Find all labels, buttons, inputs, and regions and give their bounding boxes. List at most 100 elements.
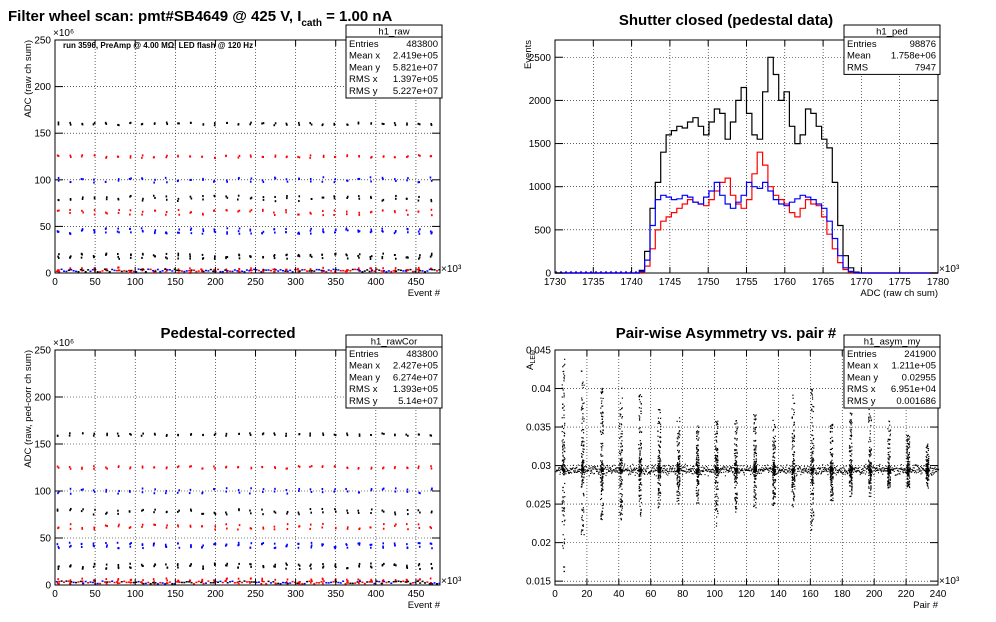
scatter-point	[92, 513, 95, 516]
scatter-point	[715, 448, 717, 450]
scatter-point	[393, 210, 396, 213]
scatter-point	[823, 468, 825, 470]
scatter-point	[249, 255, 252, 258]
scatter-point	[715, 468, 718, 470]
scatter-point	[774, 478, 776, 481]
scatter-point	[834, 467, 836, 469]
scatter-point	[57, 269, 59, 272]
scatter-point	[696, 468, 698, 470]
scatter-point	[657, 417, 659, 419]
scatter-point	[659, 471, 661, 474]
scatter-point	[583, 420, 585, 422]
scatter-point	[696, 450, 699, 453]
scatter-point	[830, 483, 833, 486]
scatter-point	[696, 470, 698, 472]
scatter-point	[930, 473, 932, 475]
scatter-point	[811, 483, 814, 485]
scatter-point	[406, 123, 408, 126]
scatter-point	[130, 270, 132, 273]
scatter-point	[583, 511, 585, 513]
scatter-point	[930, 467, 932, 469]
scatter-point	[828, 470, 830, 472]
x-tick-label: 1755	[735, 277, 758, 288]
scatter-point	[562, 464, 564, 466]
scatter-point	[58, 565, 60, 568]
scatter-point	[638, 486, 640, 488]
scatter-point	[780, 470, 782, 472]
scatter-point	[781, 469, 783, 471]
scatter-point	[166, 524, 168, 527]
scatter-point	[717, 481, 719, 484]
scatter-point	[601, 479, 604, 482]
scatter-point	[226, 581, 229, 584]
scatter-point	[346, 466, 348, 469]
scatter-point	[734, 449, 736, 451]
scatter-point	[753, 449, 755, 451]
scatter-point	[695, 459, 697, 461]
scatter-point	[640, 459, 642, 461]
scatter-point	[69, 582, 71, 585]
scatter-point	[786, 469, 788, 471]
scatter-point	[564, 422, 566, 424]
scatter-point	[562, 472, 564, 475]
scatter-point	[830, 473, 832, 475]
scatter-point	[346, 269, 349, 271]
scatter-point	[682, 466, 684, 468]
scatter-point	[310, 490, 313, 493]
scatter-point	[754, 430, 756, 432]
scatter-point	[370, 512, 372, 515]
scatter-point	[829, 437, 832, 440]
scatter-point	[607, 466, 609, 468]
scatter-point	[751, 470, 753, 472]
scatter-point	[737, 470, 739, 472]
scatter-point	[600, 391, 602, 393]
scatter-point	[564, 447, 566, 449]
scatter-point	[154, 122, 156, 125]
scatter-point	[653, 465, 655, 468]
scatter-point	[620, 468, 622, 471]
scatter-point	[130, 542, 132, 545]
x-axis-exponent: ×10³	[441, 264, 462, 275]
scatter-point	[774, 435, 776, 437]
scatter-point	[622, 467, 624, 469]
scatter-point	[269, 582, 272, 584]
scatter-point	[678, 463, 681, 465]
scatter-point	[180, 270, 183, 272]
scatter-point	[794, 469, 796, 471]
scatter-point	[715, 472, 717, 474]
scatter-point	[594, 466, 597, 468]
scatter-point	[634, 474, 636, 476]
scatter-point	[601, 480, 603, 482]
scatter-point	[789, 472, 791, 474]
scatter-point	[679, 430, 681, 432]
scatter-point	[190, 178, 192, 181]
scatter-point	[81, 577, 83, 580]
scatter-point	[358, 543, 361, 546]
scatter-point	[601, 443, 603, 445]
scatter-point	[578, 470, 580, 472]
scatter-point	[248, 580, 251, 583]
scatter-point	[897, 470, 900, 472]
y-tick-label: 100	[34, 175, 51, 186]
scatter-point	[640, 475, 642, 477]
scatter-point	[129, 566, 131, 569]
scatter-point	[189, 564, 192, 567]
scatter-point	[188, 269, 191, 272]
scatter-point	[620, 517, 622, 520]
scatter-point	[309, 564, 311, 567]
scatter-point	[195, 270, 198, 273]
scatter-point	[93, 467, 95, 470]
scatter-point	[129, 432, 131, 435]
scatter-point	[130, 253, 132, 256]
scatter-point	[213, 581, 216, 584]
scatter-point	[57, 121, 60, 124]
scatter-point	[176, 466, 179, 469]
scatter-point	[563, 566, 565, 568]
scatter-point	[620, 476, 622, 478]
scatter-point	[213, 434, 216, 437]
scatter-point	[117, 579, 119, 582]
scatter-point	[697, 476, 700, 478]
scatter-point	[793, 500, 795, 502]
scatter-point	[418, 181, 421, 184]
scatter-point	[154, 523, 157, 526]
